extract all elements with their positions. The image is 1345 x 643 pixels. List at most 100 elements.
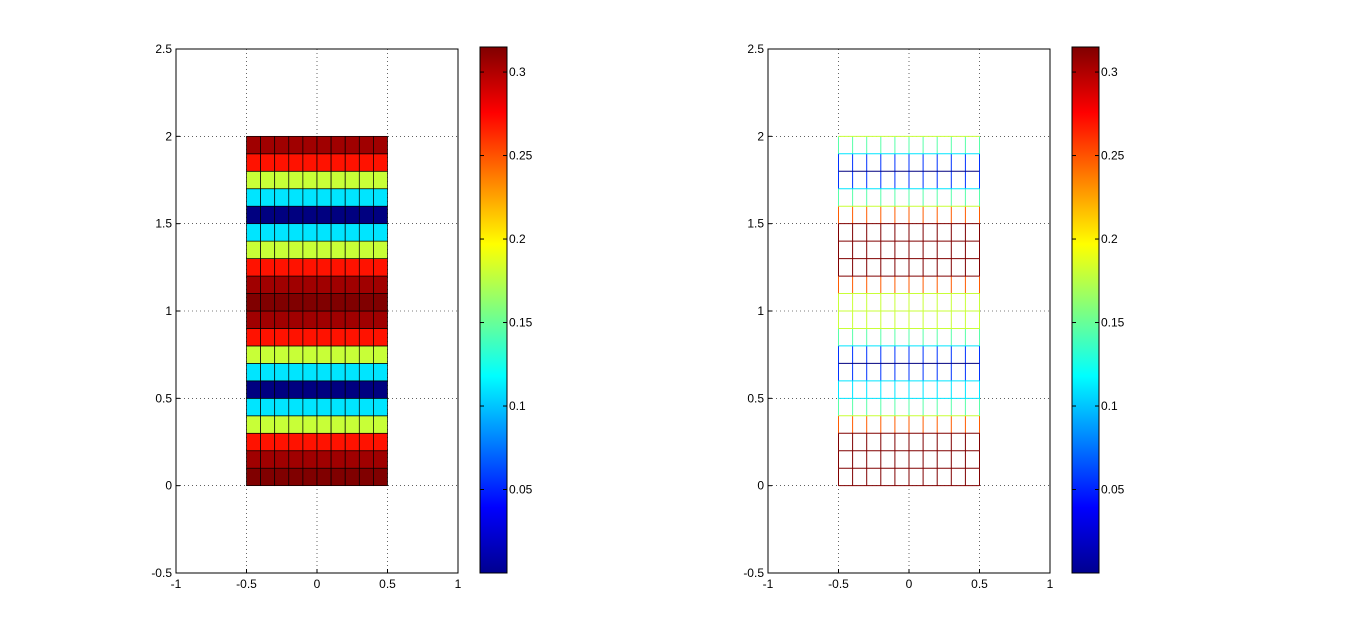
y-tick-label: 2 [165, 129, 172, 143]
mesh-cell [260, 205, 276, 225]
mesh-cell [260, 240, 276, 259]
mesh-cell [373, 328, 388, 347]
mesh-cell [316, 188, 332, 207]
left-plot: -1 -0.5 0 0.5 1 -0.500.511.522.5 [151, 42, 461, 591]
mesh-cell [274, 380, 290, 399]
y-tick-label: 2.5 [747, 42, 764, 56]
mesh-cell [260, 310, 276, 329]
colorbar-tick-label: 0.05 [509, 483, 533, 497]
mesh-cell [344, 380, 360, 399]
mesh-cell [274, 415, 290, 434]
mesh-cell [330, 450, 346, 469]
mesh-cell [330, 205, 346, 225]
mesh-cell [316, 275, 332, 294]
left-x-tick-labels: -1 -0.5 0 0.5 1 [171, 577, 462, 591]
mesh-cell [330, 415, 346, 434]
left-colorbar: 0.05 0.1 0.15 0.2 0.25 0.3 [479, 46, 533, 574]
mesh-cell [288, 328, 304, 347]
mesh-cell [373, 135, 388, 155]
mesh-cell [260, 223, 276, 242]
mesh-cell [302, 397, 318, 417]
mesh-cell [274, 135, 290, 155]
right-x-tick-labels: -1 -0.5 0 0.5 1 [763, 577, 1054, 591]
mesh-cell [274, 328, 290, 347]
mesh-cell [358, 432, 374, 452]
mesh-cell [358, 450, 374, 469]
x-tick-label: -1 [171, 577, 182, 591]
mesh-cell [288, 293, 304, 312]
mesh-cell [373, 293, 388, 312]
mesh-cell [288, 135, 304, 155]
mesh-cell [246, 467, 261, 487]
mesh-cell [330, 293, 346, 312]
mesh-cell [358, 293, 374, 312]
mesh-cell [288, 258, 304, 277]
mesh-cell [316, 345, 332, 364]
mesh-cell [344, 310, 360, 329]
mesh-cell [302, 170, 318, 190]
mesh-cell [302, 450, 318, 469]
mesh-cell [302, 310, 318, 329]
mesh-cell [373, 397, 388, 417]
mesh-cell [274, 258, 290, 277]
mesh-cell [302, 188, 318, 207]
mesh-cell [316, 153, 332, 172]
mesh-cell [288, 450, 304, 469]
mesh-cell [344, 415, 360, 434]
mesh-cell [260, 363, 276, 382]
mesh-cell [316, 205, 332, 225]
mesh-cell [316, 310, 332, 329]
mesh-cell [373, 170, 388, 190]
mesh-cell [330, 240, 346, 259]
mesh-cell [344, 153, 360, 172]
mesh-cell [316, 328, 332, 347]
mesh-cell [330, 397, 346, 417]
mesh-cell [274, 223, 290, 242]
mesh-cell [316, 415, 332, 434]
mesh-cell [373, 240, 388, 259]
mesh-cell [358, 240, 374, 259]
mesh-cell [330, 223, 346, 242]
mesh-cell [246, 135, 261, 155]
mesh-cell [274, 153, 290, 172]
mesh-cell [274, 170, 290, 190]
mesh-cell [373, 432, 388, 452]
colorbar-tick-label: 0.15 [1101, 316, 1125, 330]
mesh-cell [358, 310, 374, 329]
mesh-cell [344, 363, 360, 382]
mesh-cell [246, 275, 261, 294]
mesh-cell [373, 310, 388, 329]
mesh-cell [260, 188, 276, 207]
y-tick-label: -0.5 [151, 566, 172, 580]
mesh-cell [288, 467, 304, 487]
mesh-cell [358, 258, 374, 277]
mesh-cell [260, 432, 276, 452]
mesh-cell [302, 293, 318, 312]
mesh-cell [302, 363, 318, 382]
mesh-cell [274, 275, 290, 294]
mesh-cell [274, 397, 290, 417]
mesh-cell [344, 397, 360, 417]
mesh-cell [358, 415, 374, 434]
mesh-cell [274, 188, 290, 207]
mesh-cell [330, 380, 346, 399]
mesh-cell [302, 467, 318, 487]
mesh-cell [274, 205, 290, 225]
mesh-cell [302, 205, 318, 225]
mesh-cell [246, 432, 261, 452]
mesh-cell [274, 450, 290, 469]
mesh-cell [260, 345, 276, 364]
mesh-cell [316, 223, 332, 242]
mesh-cell [330, 275, 346, 294]
mesh-cell [358, 397, 374, 417]
left-colorbar-gradient [479, 46, 508, 574]
mesh-cell [373, 188, 388, 207]
mesh-cell [373, 258, 388, 277]
mesh-cell [373, 223, 388, 242]
mesh-cell [246, 240, 261, 259]
mesh-cell [274, 363, 290, 382]
mesh-cell [344, 205, 360, 225]
mesh-cell [344, 450, 360, 469]
mesh-cell [288, 240, 304, 259]
